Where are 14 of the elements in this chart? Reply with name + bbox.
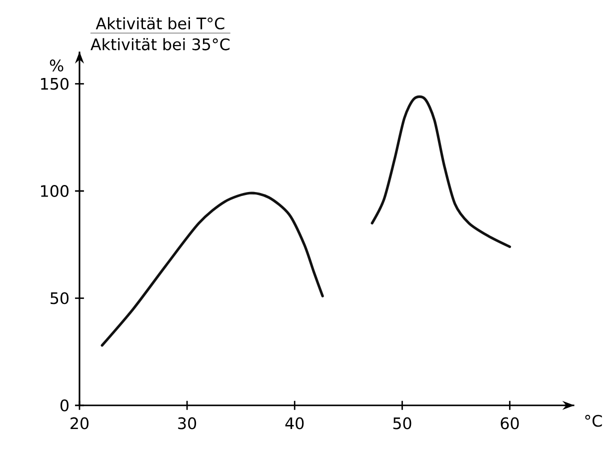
x-tick-label: 20: [70, 417, 89, 430]
y-tick-label: 0: [60, 399, 69, 412]
x-axis-title: °C: [585, 414, 602, 427]
chart-subtitle: Aktivität bei 35°C: [90, 38, 230, 50]
y-tick-label: 100: [41, 184, 68, 197]
chart-title: Aktivität bei T°C: [96, 17, 224, 30]
x-tick-label: 30: [178, 417, 196, 430]
y-axis-title: %: [50, 59, 64, 72]
line-series: [100, 192, 324, 347]
y-tick-label: 150: [41, 78, 68, 90]
y-tick-label: 50: [50, 292, 68, 304]
x-tick-label: 50: [393, 417, 412, 430]
x-tick-label: 60: [500, 417, 519, 430]
x-tick-label: 40: [285, 417, 304, 430]
